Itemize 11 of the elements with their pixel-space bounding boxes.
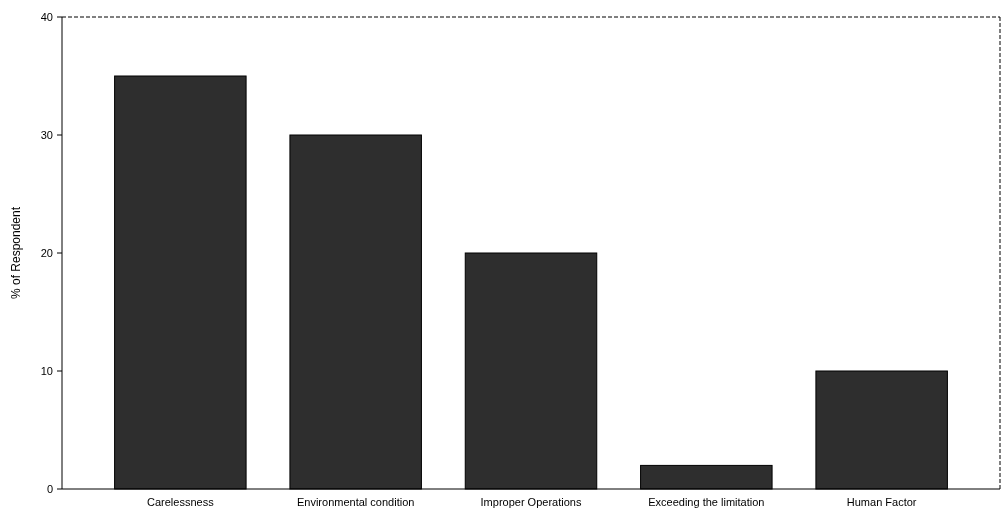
x-tick-label: Human Factor [846, 496, 917, 508]
x-tick-label: Improper Operations [480, 496, 582, 508]
y-tick-label: 10 [40, 364, 53, 377]
y-tick-label: 40 [40, 10, 53, 23]
y-tick-label: 20 [40, 246, 53, 259]
y-axis-title: % of Respondent [9, 206, 23, 300]
x-tick-label: Exceeding the limitation [648, 496, 765, 508]
x-tick-label: Environmental condition [296, 496, 415, 508]
x-tick-label: Carelessness [147, 496, 215, 508]
y-tick-label: 0 [46, 482, 53, 495]
y-tick-label: 30 [40, 128, 53, 141]
